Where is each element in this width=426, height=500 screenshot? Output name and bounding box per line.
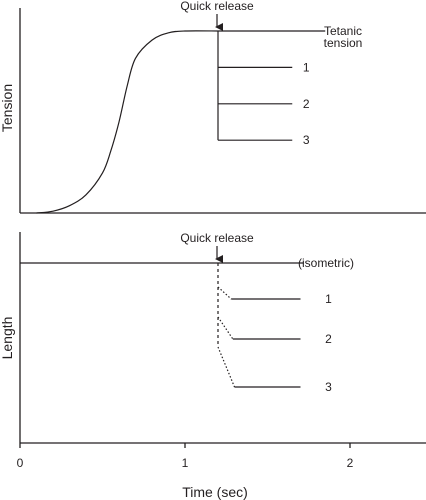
length-series-label-3: 3 bbox=[325, 380, 332, 394]
x-tick-label-1: 1 bbox=[182, 456, 189, 470]
x-axis-label: Time (sec) bbox=[182, 484, 248, 500]
length-series-transition-2 bbox=[217, 316, 234, 340]
length-axis-label: Length bbox=[0, 317, 15, 360]
x-tick-label-2: 2 bbox=[347, 456, 354, 470]
tetanic-label-line2: tension bbox=[324, 36, 363, 50]
length-series-transition-3 bbox=[217, 346, 236, 388]
tension-series-group: 1 2 3 bbox=[218, 60, 310, 147]
tension-axis-label: Tension bbox=[0, 84, 15, 132]
length-series-label-2: 2 bbox=[325, 332, 332, 346]
tension-series-label-2: 2 bbox=[303, 97, 310, 111]
tension-quick-release-label: Quick release bbox=[180, 0, 254, 13]
x-tick-group: 0 1 2 bbox=[17, 443, 354, 470]
tension-series-label-3: 3 bbox=[303, 133, 310, 147]
isometric-label: (isometric) bbox=[298, 256, 354, 270]
length-panel: Length Quick release (isometric) 1 2 3 0 1 2… bbox=[0, 231, 426, 500]
tension-series-label-1: 1 bbox=[303, 60, 310, 74]
length-series-group: 1 2 3 bbox=[217, 262, 332, 394]
tetanic-label-line1: Tetanic bbox=[324, 24, 362, 38]
tension-rise-curve bbox=[36, 30, 219, 214]
length-quick-release-label: Quick release bbox=[180, 231, 254, 245]
x-tick-label-0: 0 bbox=[17, 456, 24, 470]
length-series-label-1: 1 bbox=[325, 292, 332, 306]
tension-panel: Tension Quick release Tetanic tension 1 2… bbox=[0, 0, 426, 214]
length-series-transition-1 bbox=[217, 286, 232, 300]
